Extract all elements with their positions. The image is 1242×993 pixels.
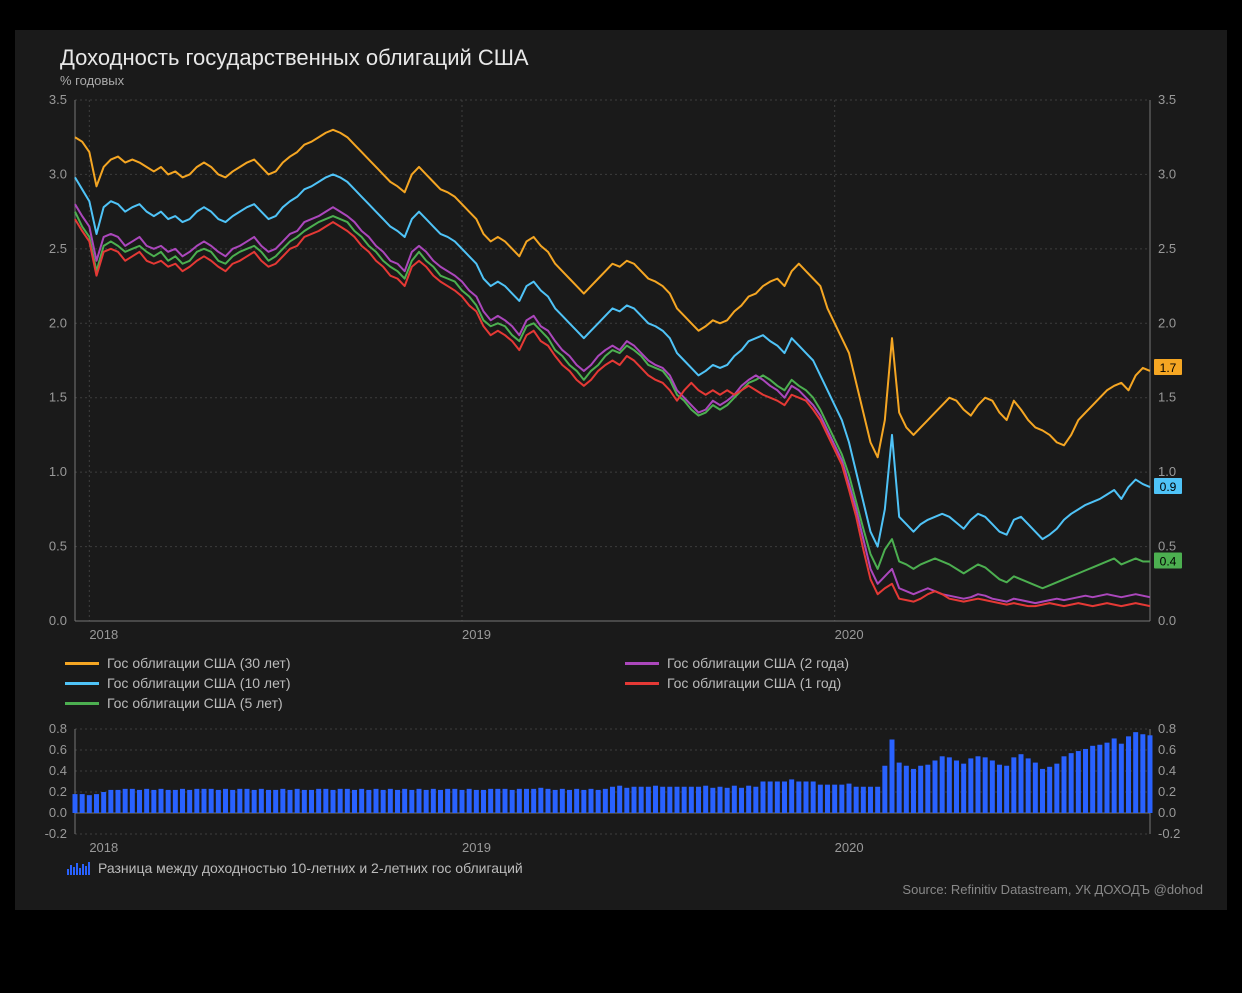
- svg-text:2018: 2018: [89, 627, 118, 642]
- svg-text:2020: 2020: [835, 840, 864, 855]
- legend-swatch-icon: [625, 662, 659, 665]
- svg-text:-0.2: -0.2: [45, 826, 67, 841]
- legend-label: Гос облигации США (2 года): [667, 655, 849, 671]
- svg-text:0.0: 0.0: [1158, 805, 1176, 820]
- svg-text:0.8: 0.8: [49, 723, 67, 736]
- legend-item-y5: Гос облигации США (5 лет): [65, 695, 625, 711]
- main-chart: 0.0 0.0 0.5 0.5 1.0 1.0 1.5 1.5 2.0 2.0 2.5 2.5 3.0 3…: [25, 92, 1217, 647]
- svg-text:0.4: 0.4: [49, 763, 67, 778]
- svg-text:2019: 2019: [462, 840, 491, 855]
- svg-text:0.5: 0.5: [49, 539, 67, 554]
- spread-legend-label: Разница между доходностью 10-летних и 2-…: [98, 860, 523, 876]
- svg-text:0.2: 0.2: [1158, 784, 1176, 799]
- main-chart-svg: 0.0 0.0 0.5 0.5 1.0 1.0 1.5 1.5 2.0 2.0 2.5 2.5 3.0 3…: [25, 92, 1205, 647]
- svg-text:0.8: 0.8: [1158, 723, 1176, 736]
- svg-text:1.5: 1.5: [1158, 390, 1176, 405]
- svg-text:2.0: 2.0: [1158, 315, 1176, 330]
- svg-text:2020: 2020: [835, 627, 864, 642]
- svg-text:1.7: 1.7: [1160, 361, 1177, 375]
- legend-item-y10: Гос облигации США (10 лет): [65, 675, 625, 691]
- chart-container: Доходность государственных облигаций США…: [15, 30, 1227, 910]
- legend-label: Гос облигации США (1 год): [667, 675, 841, 691]
- svg-text:0.6: 0.6: [1158, 742, 1176, 757]
- svg-text:0.0: 0.0: [49, 613, 67, 628]
- svg-text:-0.2: -0.2: [1158, 826, 1180, 841]
- svg-text:1.0: 1.0: [1158, 464, 1176, 479]
- source-text: Source: Refinitiv Datastream, УК ДОХОДЪ …: [25, 882, 1217, 905]
- svg-text:1.5: 1.5: [49, 390, 67, 405]
- svg-text:0.5: 0.5: [1158, 539, 1176, 554]
- spread-swatch-icon: [67, 861, 90, 875]
- svg-text:2.5: 2.5: [1158, 241, 1176, 256]
- svg-text:0.4: 0.4: [1158, 763, 1176, 778]
- legend-swatch-icon: [625, 682, 659, 685]
- svg-text:3.0: 3.0: [1158, 166, 1176, 181]
- svg-text:2.5: 2.5: [49, 241, 67, 256]
- svg-text:1.0: 1.0: [49, 464, 67, 479]
- legend-label: Гос облигации США (5 лет): [107, 695, 283, 711]
- svg-text:0.2: 0.2: [49, 784, 67, 799]
- chart-subtitle: % годовых: [60, 73, 1217, 88]
- spread-legend: Разница между доходностью 10-летних и 2-…: [25, 858, 1217, 882]
- legend-label: Гос облигации США (30 лет): [107, 655, 290, 671]
- svg-text:0.0: 0.0: [1158, 613, 1176, 628]
- svg-text:2018: 2018: [89, 840, 118, 855]
- svg-text:0.0: 0.0: [49, 805, 67, 820]
- legend-item-y2: Гос облигации США (2 года): [625, 655, 1185, 671]
- legend-swatch-icon: [65, 702, 99, 705]
- svg-text:3.0: 3.0: [49, 166, 67, 181]
- svg-text:0.4: 0.4: [1160, 554, 1177, 568]
- legend-label: Гос облигации США (10 лет): [107, 675, 290, 691]
- spread-chart-svg: -0.2 -0.2 0.0 0.0 0.2 0.2 0.4 0.4 0.6 0.6 0.8 0.8 20…: [25, 723, 1205, 858]
- svg-text:2.0: 2.0: [49, 315, 67, 330]
- legend-item-y30: Гос облигации США (30 лет): [65, 655, 625, 671]
- svg-text:3.5: 3.5: [49, 92, 67, 107]
- svg-text:0.6: 0.6: [49, 742, 67, 757]
- spread-chart: -0.2 -0.2 0.0 0.0 0.2 0.2 0.4 0.4 0.6 0.6 0.8 0.8 20…: [25, 723, 1217, 858]
- legend-swatch-icon: [65, 662, 99, 665]
- legend-swatch-icon: [65, 682, 99, 685]
- chart-title: Доходность государственных облигаций США: [60, 45, 1217, 71]
- main-legend: Гос облигации США (30 лет) Гос облигации …: [25, 647, 1217, 723]
- svg-text:0.9: 0.9: [1160, 480, 1177, 494]
- svg-text:3.5: 3.5: [1158, 92, 1176, 107]
- legend-item-y1: Гос облигации США (1 год): [625, 675, 1185, 691]
- svg-text:2019: 2019: [462, 627, 491, 642]
